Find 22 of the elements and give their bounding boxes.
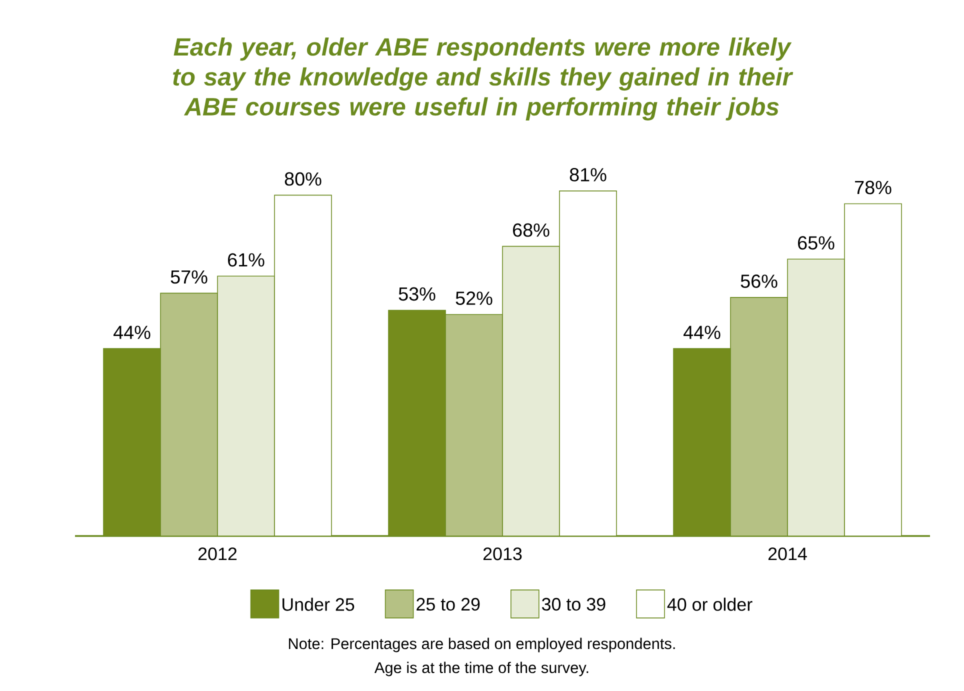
- data-label: 68%: [513, 223, 550, 237]
- legend-label: 40 or older: [667, 598, 752, 611]
- x-tick-label: 2014: [768, 548, 807, 560]
- x-tick-label: 2012: [198, 548, 237, 560]
- data-label: 57%: [170, 270, 208, 284]
- text: Note: Percentages are based on employed respondents.: [288, 638, 675, 652]
- data-label: 65%: [798, 236, 834, 250]
- legend-label: Under 25: [282, 598, 354, 611]
- data-label: 80%: [284, 172, 322, 186]
- x-tick-label: 2013: [483, 548, 522, 560]
- text: Age is at the time of the survey.: [374, 662, 588, 676]
- data-label: 44%: [684, 326, 720, 340]
- legend-label: 30 to 39: [542, 598, 606, 611]
- data-label: 44%: [113, 326, 150, 340]
- data-label: 52%: [456, 292, 492, 305]
- data-label: 56%: [740, 274, 778, 288]
- data-label: 53%: [398, 287, 436, 301]
- legend-label: 25 to 29: [416, 598, 480, 611]
- data-label: 81%: [570, 168, 606, 182]
- chart-title: Each year, older ABE respondents were more likely to say the knowledge and skills they gained in their ABE courses were useful in performing their jobs: [173, 37, 794, 120]
- data-label: 61%: [228, 253, 264, 267]
- data-label: 78%: [855, 180, 892, 194]
